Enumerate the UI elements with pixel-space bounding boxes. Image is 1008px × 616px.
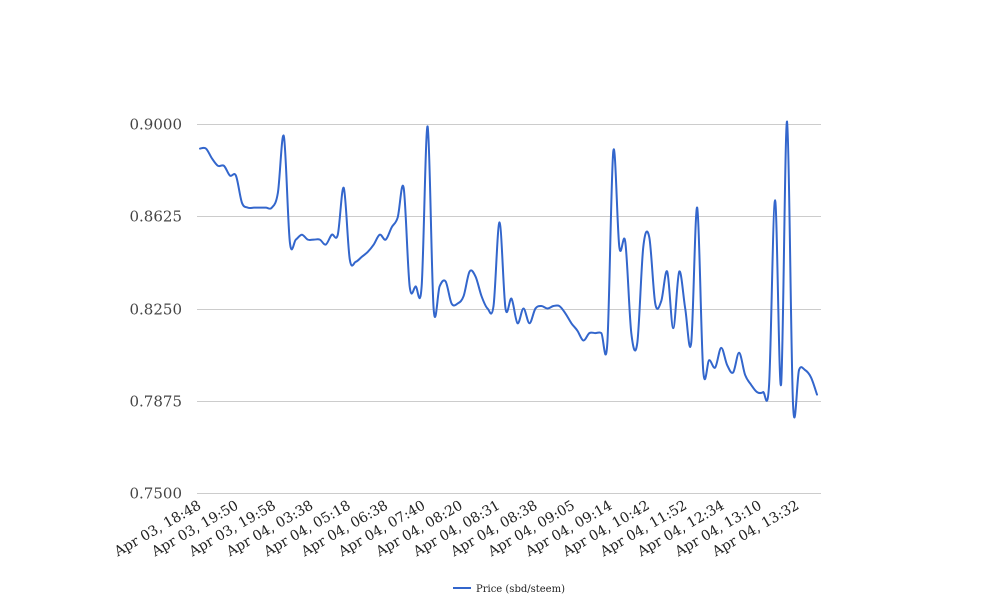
legend-label: Price (sbd/steem) [476, 584, 565, 595]
legend[interactable]: Price (sbd/steem) [453, 584, 565, 595]
y-tick-label: 0.8625 [130, 208, 183, 226]
series-line-price[interactable] [199, 120, 818, 419]
y-tick-label: 0.7875 [130, 393, 183, 411]
gridlines [197, 124, 821, 494]
y-axis-ticks: 0.9000 0.8625 0.8250 0.7875 0.7500 [130, 116, 183, 503]
series-layer [199, 120, 818, 419]
y-tick-label: 0.8250 [130, 301, 183, 319]
y-tick-label: 0.7500 [130, 485, 183, 503]
y-tick-label: 0.9000 [130, 116, 183, 134]
